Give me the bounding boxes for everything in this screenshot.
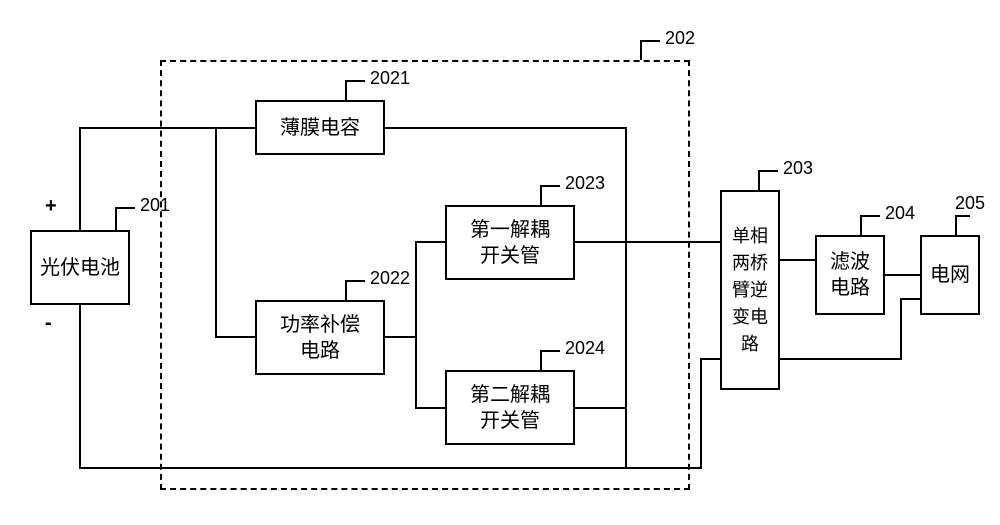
- block-inverter: 单相 两桥 臂逆 变电 路: [720, 190, 780, 390]
- wire-return-h1: [780, 358, 902, 360]
- block-decouple1: 第一解耦 开关管: [445, 205, 575, 280]
- lead-201: [115, 207, 117, 230]
- wire-inv-filter: [780, 259, 815, 261]
- wire-filmcap-right: [385, 127, 627, 129]
- lead-201-h: [115, 207, 135, 209]
- label-205: 205: [955, 193, 985, 214]
- wire-pv-bot-v: [79, 305, 81, 469]
- lead-2022: [345, 280, 347, 300]
- wire-decouple2-right: [575, 407, 627, 409]
- label-202: 202: [665, 28, 695, 49]
- label-2021: 2021: [370, 68, 410, 89]
- lead-204-h: [860, 215, 880, 217]
- wire-mid-v: [415, 241, 417, 409]
- lead-203: [758, 170, 760, 190]
- block-grid-label: 电网: [930, 262, 970, 288]
- label-204: 204: [885, 203, 915, 224]
- wire-filter-grid: [885, 274, 920, 276]
- label-2022: 2022: [370, 268, 410, 289]
- wire-pv-top-v: [79, 127, 81, 230]
- block-pwr-comp: 功率补偿 电路: [255, 300, 385, 375]
- lead-2023-h: [540, 185, 560, 187]
- lead-202-h: [640, 40, 660, 42]
- lead-204: [860, 215, 862, 235]
- wire-to-inverter-top: [625, 241, 720, 243]
- sign-plus: +: [45, 195, 57, 218]
- wire-decouple1-left: [415, 241, 445, 243]
- lead-205: [955, 215, 957, 235]
- block-pwr-comp-label: 功率补偿 电路: [280, 312, 360, 364]
- lead-203-h: [758, 170, 778, 172]
- lead-2024-h: [540, 350, 560, 352]
- block-filter-label: 滤波 电路: [830, 249, 870, 301]
- block-filter: 滤波 电路: [815, 235, 885, 315]
- sign-minus: -: [45, 312, 52, 335]
- lead-2021-h: [345, 80, 365, 82]
- wire-decouple1-right: [575, 241, 627, 243]
- lead-202: [640, 40, 642, 60]
- block-film-cap-label: 薄膜电容: [280, 115, 360, 141]
- lead-205-h: [955, 215, 970, 217]
- block-inverter-label: 单相 两桥 臂逆 变电 路: [732, 223, 768, 358]
- block-grid: 电网: [920, 235, 980, 315]
- wire-pwrcomp-left-v: [215, 127, 217, 338]
- block-decouple2-label: 第二解耦 开关管: [470, 382, 550, 434]
- wire-bottom-ext-h: [625, 467, 702, 469]
- lead-2022-h: [345, 280, 365, 282]
- label-2024: 2024: [565, 338, 605, 359]
- block-film-cap: 薄膜电容: [255, 100, 385, 155]
- wire-to-inverter-bot: [700, 358, 720, 360]
- wire-bottom-bus: [79, 467, 627, 469]
- label-2023: 2023: [565, 173, 605, 194]
- block-decouple2: 第二解耦 开关管: [445, 370, 575, 445]
- label-203: 203: [783, 158, 813, 179]
- block-pv: 光伏电池: [30, 230, 130, 305]
- lead-2023: [540, 185, 542, 205]
- wire-return-h2: [900, 298, 920, 300]
- wire-bottom-ext-v: [700, 358, 702, 469]
- wire-return-v: [900, 298, 902, 360]
- wire-right-bus-v: [625, 127, 627, 469]
- group-202: [160, 60, 690, 490]
- lead-2021: [345, 80, 347, 100]
- wire-top-bus: [79, 127, 255, 129]
- wire-pwrcomp-right-h: [385, 336, 417, 338]
- lead-2024: [540, 350, 542, 370]
- block-decouple1-label: 第一解耦 开关管: [470, 217, 550, 269]
- block-pv-label: 光伏电池: [40, 255, 120, 281]
- wire-decouple2-left: [415, 407, 445, 409]
- label-201: 201: [140, 195, 170, 216]
- wire-pwrcomp-left-h: [215, 336, 255, 338]
